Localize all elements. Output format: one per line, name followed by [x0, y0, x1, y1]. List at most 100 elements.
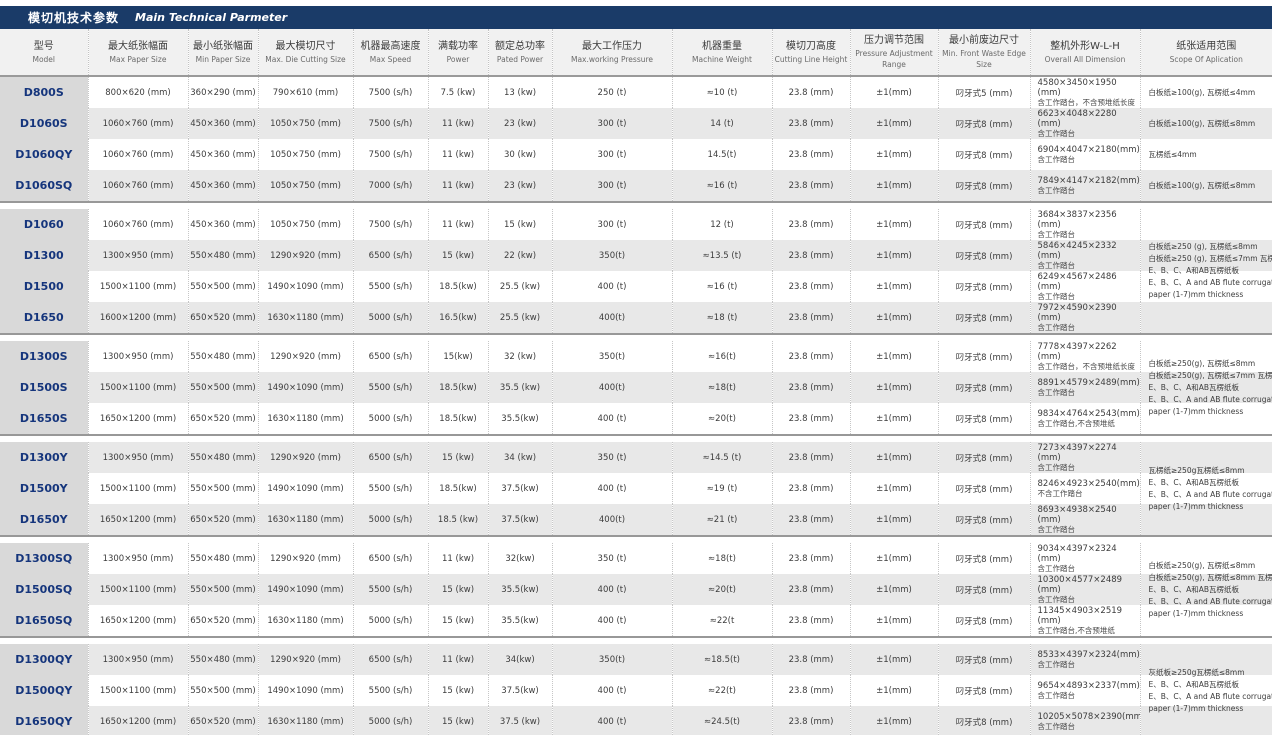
model-cell: D1500	[0, 271, 88, 302]
spec-value-cell: 350 (t)	[551, 543, 672, 574]
spec-value-cell: 37.5(kw)	[487, 504, 552, 536]
spec-value-cell: 1630×1180 (mm)	[257, 302, 353, 334]
dimension-cell: 11345×4903×2519 (mm) 含工作踏台,不含预堆纸	[1029, 605, 1140, 637]
spec-value-cell: 13 (kw)	[487, 77, 552, 108]
model-cell: D1650QY	[0, 706, 88, 735]
spec-value-cell: 7500 (s/h)	[352, 108, 428, 139]
spec-value-cell: 23.8 (mm)	[771, 341, 850, 372]
spec-value-cell: ±1(mm)	[849, 574, 938, 605]
model-cell: D1300Y	[0, 442, 88, 473]
spec-value-cell: 7.5 (kw)	[427, 77, 488, 108]
spec-value-cell: 35.5(kw)	[487, 574, 552, 605]
spec-value-cell: ≈24.5(t)	[671, 706, 772, 735]
spec-value-cell: 11 (kw)	[427, 209, 488, 240]
page-title-en: Main Technical Parmeter	[135, 11, 288, 24]
dimension-value: 10205×5078×2390(mm)	[1037, 712, 1141, 722]
spec-value-cell: 5000 (s/h)	[352, 504, 428, 536]
scope-line: E、B、C、A and AB flute corrugated	[1148, 278, 1272, 287]
column-header-en: Scope Of Aplication	[1169, 54, 1243, 64]
spec-value-cell: 250 (t)	[551, 77, 672, 108]
spec-value-cell: 25.5 (kw)	[487, 271, 552, 302]
spec-value-cell: ±1(mm)	[849, 170, 938, 202]
spec-value-cell: 350(t)	[551, 644, 672, 675]
spec-value-cell: 叼牙式8 (mm)	[937, 574, 1030, 605]
spec-value-cell: 360×290 (mm)	[187, 77, 258, 108]
scope-line: 白板纸≥250(g), 瓦楞纸≤8mm	[1148, 358, 1256, 368]
scope-cell: 白板纸≥250(g), 瓦楞纸≤8mm 白板纸≥250(g), 瓦楞纸≤8mm 瓦…	[1139, 543, 1272, 637]
dimension-note: 含工作踏台	[1037, 388, 1076, 397]
spec-value-cell: 5500 (s/h)	[352, 473, 428, 504]
spec-value-cell: 23.8 (mm)	[771, 77, 850, 108]
column-header-cell: 最小前废边尺寸 Min. Front Waste Edge Size	[937, 29, 1030, 76]
spec-value-cell: 550×480 (mm)	[187, 341, 258, 372]
spec-value-cell: 32(kw)	[487, 543, 552, 574]
spec-value-cell: 1300×950 (mm)	[87, 240, 188, 271]
table-row: D1300 1300×950 (mm) 550×480 (mm) 1290×920 (…	[0, 240, 1272, 271]
spec-value-cell: 550×500 (mm)	[187, 372, 258, 403]
spec-value-cell: 叼牙式8 (mm)	[937, 644, 1030, 675]
spec-value-cell: 叼牙式8 (mm)	[937, 706, 1030, 735]
spec-value-cell: 450×360 (mm)	[187, 170, 258, 202]
dimension-value: 10300×4577×2489 (mm)	[1037, 575, 1123, 595]
spec-value-cell: 450×360 (mm)	[187, 108, 258, 139]
spec-value-cell: 34(kw)	[487, 644, 552, 675]
spec-value-cell: 1650×1200 (mm)	[87, 605, 188, 637]
spec-value-cell: 650×520 (mm)	[187, 403, 258, 435]
dimension-note: 不含工作踏台	[1037, 489, 1083, 498]
table-row: D1060QY 1060×760 (mm) 450×360 (mm) 1050×750…	[0, 139, 1272, 170]
model-cell: D1500QY	[0, 675, 88, 706]
scope-line: paper (1-7)mm thickness	[1148, 501, 1244, 511]
scope-line: E、B、C、A and AB flute corrugated	[1148, 394, 1272, 404]
table-row: D1650 1600×1200 (mm) 650×520 (mm) 1630×1180…	[0, 302, 1272, 334]
spec-value-cell: 34 (kw)	[487, 442, 552, 473]
model-cell: D1500Y	[0, 473, 88, 504]
spec-value-cell: 300 (t)	[551, 108, 672, 139]
spec-section-table: D1300SQ 1300×950 (mm) 550×480 (mm) 1290×920…	[0, 543, 1272, 638]
table-row: D1060 1060×760 (mm) 450×360 (mm) 1050×750 (…	[0, 209, 1272, 334]
column-header-en: Max Speed	[369, 54, 412, 64]
dimension-cell: 7778×4397×2262 (mm) 含工作踏台，不含预堆纸长度	[1029, 341, 1140, 372]
spec-value-cell: 1060×760 (mm)	[87, 209, 188, 240]
spec-value-cell: 15 (kw)	[427, 240, 488, 271]
spec-value-cell: 1300×950 (mm)	[87, 341, 188, 372]
model-cell: D1060SQ	[0, 170, 88, 202]
dimension-value: 8533×4397×2324(mm)	[1037, 650, 1140, 660]
column-header-cell: 纸张适用范围 Scope Of Aplication	[1139, 29, 1272, 76]
spec-value-cell: 15 (kw)	[427, 574, 488, 605]
spec-value-cell: 350 (t)	[551, 442, 672, 473]
spec-value-cell: 23.8 (mm)	[771, 139, 850, 170]
spec-value-cell: 11 (kw)	[427, 543, 488, 574]
spec-value-cell: ±1(mm)	[849, 605, 938, 637]
column-header-cell: 机器最高速度 Max Speed	[352, 29, 428, 76]
model-cell: D1300	[0, 240, 88, 271]
spec-value-cell: 叼牙式8 (mm)	[937, 442, 1030, 473]
spec-value-cell: 23.8 (mm)	[771, 644, 850, 675]
spec-section-table: D1300QY 1300×950 (mm) 550×480 (mm) 1290×920…	[0, 644, 1272, 735]
spec-value-cell: 18.5(kw)	[427, 403, 488, 435]
column-header-en: Max.working Pressure	[570, 54, 654, 64]
spec-value-cell: ±1(mm)	[849, 473, 938, 504]
spec-sections: D800S 800×620 (mm) 360×290 (mm) 790×610 (mm…	[0, 77, 1272, 735]
spec-value-cell: ±1(mm)	[849, 442, 938, 473]
column-header-en: Power	[446, 54, 470, 64]
scope-line: paper (1-7)mm thickness	[1148, 290, 1244, 299]
spec-value-cell: 23.8 (mm)	[771, 271, 850, 302]
spec-value-cell: 叼牙式8 (mm)	[937, 543, 1030, 574]
spec-value-cell: 1630×1180 (mm)	[257, 605, 353, 637]
spec-value-cell: 12 (t)	[671, 209, 772, 240]
scope-line: E、B、C、A和AB瓦楞纸板	[1148, 679, 1240, 689]
spec-value-cell: 7500 (s/h)	[352, 209, 428, 240]
spec-value-cell: 5000 (s/h)	[352, 706, 428, 735]
column-header-en: Min. Front Waste Edge Size	[942, 49, 1026, 69]
spec-value-cell: 35.5(kw)	[487, 605, 552, 637]
model-cell: D1650Y	[0, 504, 88, 536]
dimension-note: 含工作踏台	[1037, 722, 1076, 731]
column-header-cell: 整机外形W-L-H Overall All Dimension	[1029, 29, 1140, 76]
column-header-table: 型号 Model 最大纸张幅面 Max Paper Size 最小纸张幅面 Min Pap…	[0, 29, 1272, 77]
scope-cell: 白板纸≥250 (g), 瓦楞纸≤8mm 白板纸≥250 (g), 瓦楞纸≤7mm…	[1139, 209, 1272, 334]
dimension-note: 含工作踏台	[1037, 155, 1076, 164]
column-header-zh: 机器最高速度	[360, 40, 421, 52]
spec-value-cell: ±1(mm)	[849, 271, 938, 302]
dimension-value: 3684×3837×2356 (mm)	[1037, 210, 1117, 230]
dimension-value: 9654×4893×2337(mm)	[1037, 681, 1140, 691]
